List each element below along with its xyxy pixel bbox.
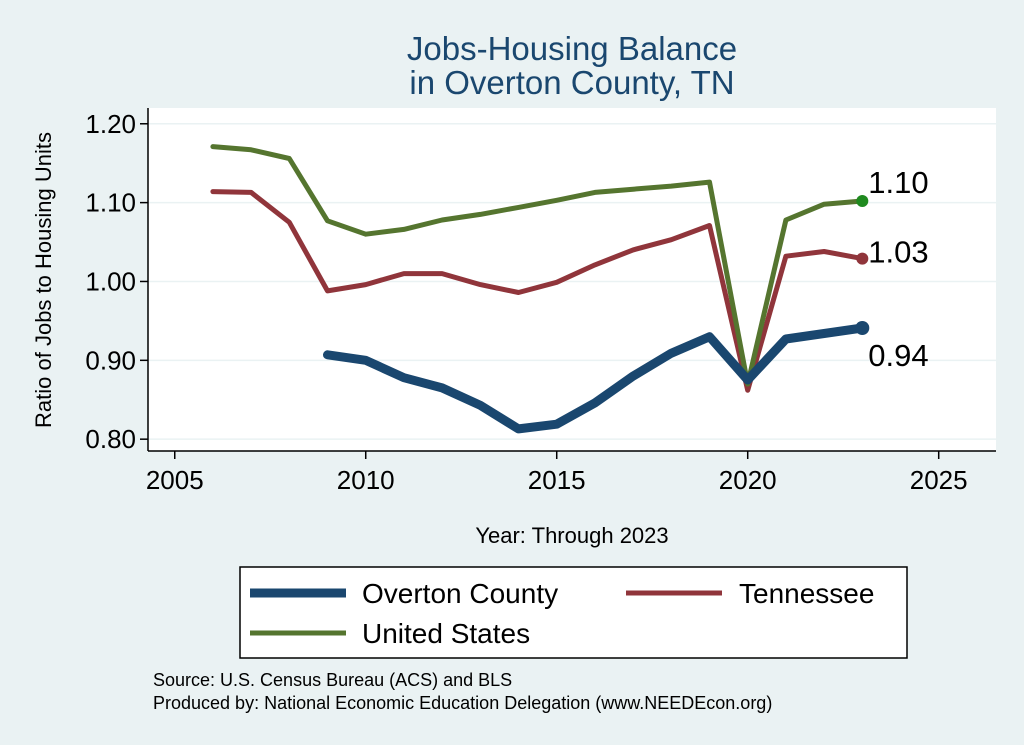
- axes: 0.80 0.90 1.00 1.10 1.20 2005 2010 2015 2020 2025: [85, 108, 996, 495]
- series-line-overton-county: [323, 323, 867, 434]
- end-labels: 1.03 1.10 0.94: [855, 165, 929, 373]
- legend-label-united-states: United States: [362, 618, 530, 649]
- chart-title-line-2: in Overton County, TN: [409, 64, 734, 101]
- series-lines: [210, 144, 867, 434]
- series-end-label-tennessee: 1.03: [868, 235, 928, 270]
- x-tick-label: 2005: [146, 465, 204, 495]
- series-line-united-states: [210, 144, 865, 387]
- y-axis-title: Ratio of Jobs to Housing Units: [31, 132, 56, 428]
- legend-label-overton-county: Overton County: [362, 578, 558, 609]
- x-tick-label: 2025: [910, 465, 968, 495]
- y-tick-label: 0.90: [85, 345, 136, 375]
- y-tick-label: 1.20: [85, 109, 136, 139]
- series-end-marker-overton-county: [855, 320, 870, 335]
- series-end-label-overton-county: 0.94: [868, 338, 928, 373]
- y-tick-label: 0.80: [85, 424, 136, 454]
- legend: Overton County Tennessee United States: [250, 578, 874, 649]
- chart-title-line-1: Jobs-Housing Balance: [407, 30, 737, 67]
- series-end-marker-tennessee: [856, 252, 869, 265]
- series-end-marker-united-states: [856, 195, 869, 208]
- y-tick-label: 1.00: [85, 266, 136, 296]
- source-note: Source: U.S. Census Bureau (ACS) and BLS: [153, 670, 512, 690]
- x-tick-label: 2020: [719, 465, 777, 495]
- x-tick-label: 2015: [528, 465, 586, 495]
- series-end-label-united-states: 1.10: [868, 165, 928, 200]
- producer-note: Produced by: National Economic Education…: [153, 693, 772, 713]
- legend-box: [239, 566, 908, 659]
- x-tick-label: 2010: [337, 465, 395, 495]
- x-axis-title: Year: Through 2023: [475, 523, 668, 548]
- plot-area: [148, 108, 996, 451]
- legend-label-tennessee: Tennessee: [739, 578, 874, 609]
- y-tick-label: 1.10: [85, 188, 136, 218]
